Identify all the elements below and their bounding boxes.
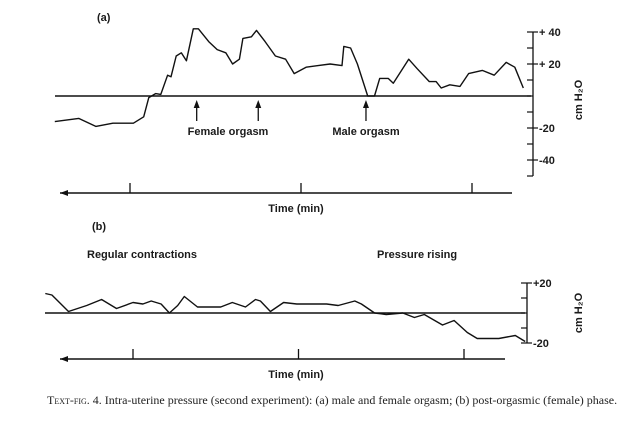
pressure-trace-line [45, 292, 526, 343]
y-tick-label: -20 [539, 123, 555, 135]
y-tick-label: -40 [539, 155, 555, 167]
caption-figure-label: Text-fig. 4. [47, 393, 102, 407]
time-arrow-left-icon [60, 356, 68, 362]
y-axis-label-b: cm H₂O [573, 292, 585, 333]
panel-label-a: (a) [97, 12, 111, 24]
y-tick-label: + 20 [539, 59, 561, 71]
annotation-male-orgasm: Male orgasm [332, 126, 399, 138]
pressure-trace-line [54, 28, 524, 128]
y-tick-label: -20 [533, 338, 549, 350]
time-arrow-left-icon [60, 190, 68, 196]
x-axis-label-a: Time (min) [268, 203, 324, 215]
panel-b: (b) Regular contractions Pressure rising… [45, 221, 585, 381]
annotation-regular-contractions: Regular contractions [87, 249, 197, 261]
y-tick-label: + 40 [539, 27, 561, 39]
annotation-pressure-rising: Pressure rising [377, 249, 457, 261]
annotation-female-orgasm: Female orgasm [188, 126, 269, 138]
figure-caption: Text-fig. 4. Intra-uterine pressure (sec… [47, 393, 627, 407]
panel-a: (a) Time (min) cm H₂O Female orgasm Male… [54, 12, 585, 215]
event-arrow-up-icon [255, 100, 262, 108]
caption-text: Intra-uterine pressure (second experimen… [101, 393, 618, 407]
panel-label-b: (b) [92, 221, 106, 233]
event-arrow-up-icon [193, 100, 200, 108]
event-arrow-up-icon [362, 100, 369, 108]
x-axis-label-b: Time (min) [268, 369, 324, 381]
y-axis-label-a: cm H₂O [573, 79, 585, 120]
y-tick-label: +20 [533, 278, 552, 290]
